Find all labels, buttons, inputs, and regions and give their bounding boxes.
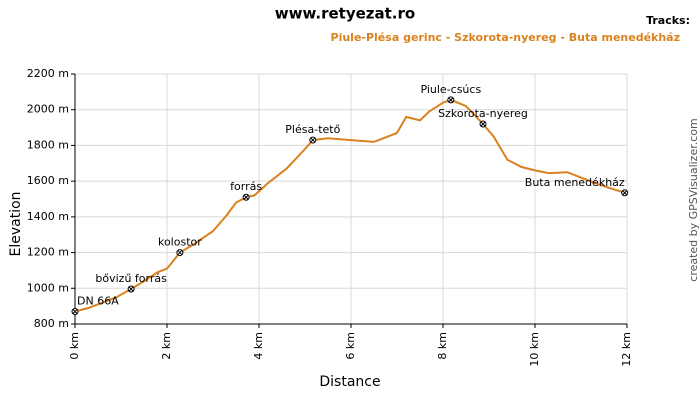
y-tick-label: 800 m <box>34 317 69 330</box>
waypoint-cross <box>310 137 316 143</box>
legend-title: Tracks: <box>646 14 690 27</box>
x-tick-label: 2 km <box>160 332 173 360</box>
y-tick-label: 1400 m <box>27 210 69 223</box>
waypoint-cross <box>448 97 454 103</box>
y-axis-label: Elevation <box>8 191 24 256</box>
y-tick-label: 1000 m <box>27 281 69 294</box>
waypoint-label: Piule-csúcs <box>420 83 481 96</box>
waypoint-label: Buta menedékház <box>525 176 625 189</box>
waypoint-label: kolostor <box>158 236 202 249</box>
waypoint-cross <box>177 250 183 255</box>
x-axis-label: Distance <box>319 374 380 390</box>
x-tick-label: 10 km <box>528 332 541 367</box>
y-tick-label: 1200 m <box>27 246 69 259</box>
x-tick-label: 12 km <box>620 332 633 367</box>
x-tick-label: 8 km <box>436 332 449 360</box>
y-tick-label: 1600 m <box>27 174 69 187</box>
y-tick-label: 1800 m <box>27 138 69 151</box>
waypoint-label: Szkorota-nyereg <box>438 107 528 120</box>
waypoint-label: DN 66A <box>77 295 119 308</box>
x-tick-label: 4 km <box>252 332 265 360</box>
waypoint-label: forrás <box>230 180 262 193</box>
legend-entry: Piule-Plésa gerinc - Szkorota-nyereg - B… <box>331 31 680 44</box>
credit: created by GPSVisualizer.com <box>687 118 700 281</box>
waypoint-cross <box>243 194 249 200</box>
y-tick-label: 2200 m <box>27 67 69 80</box>
waypoint-cross <box>622 190 628 196</box>
x-tick-label: 6 km <box>344 332 357 360</box>
waypoint-cross <box>72 309 78 314</box>
chart-title: www.retyezat.ro <box>275 5 415 23</box>
elevation-line <box>74 98 626 313</box>
waypoint-label: bővizű forrás <box>95 272 167 285</box>
waypoint-cross <box>128 286 134 292</box>
waypoint-cross <box>480 121 486 127</box>
y-tick-label: 2000 m <box>27 103 69 116</box>
waypoint-label: Plésa-tető <box>285 123 340 136</box>
x-tick-label: 0 km <box>68 332 81 360</box>
